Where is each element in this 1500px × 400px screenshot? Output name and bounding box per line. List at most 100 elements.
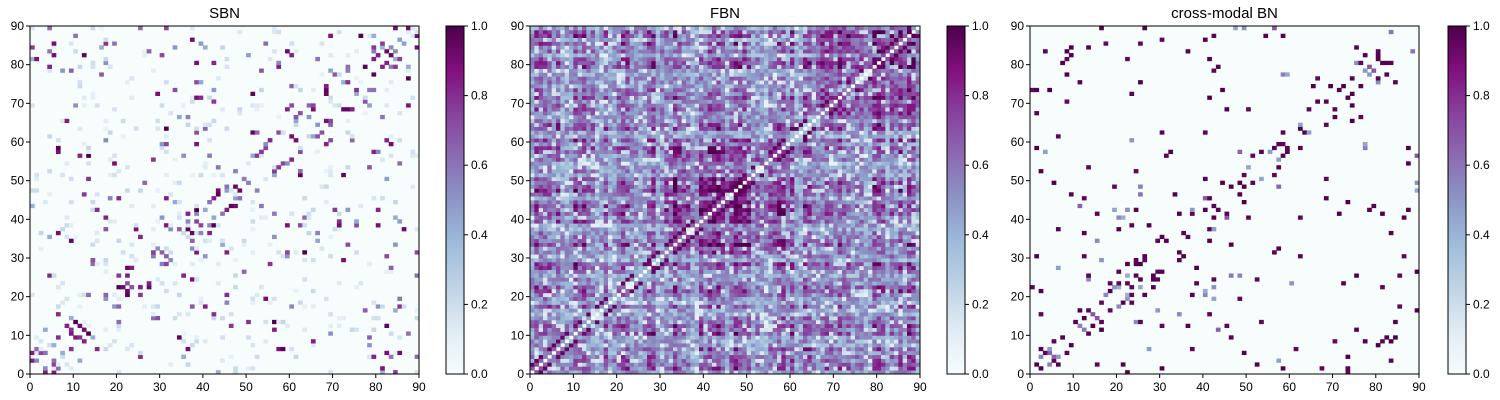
heatmap-cell bbox=[764, 254, 769, 259]
heatmap-cell bbox=[816, 238, 821, 243]
heatmap-cell bbox=[794, 331, 800, 336]
heatmap-cell bbox=[664, 230, 670, 236]
heatmap-cell bbox=[902, 339, 908, 344]
heatmap-cell bbox=[794, 219, 800, 224]
heatmap-cell bbox=[668, 269, 674, 274]
heatmap-cell bbox=[894, 354, 899, 359]
heatmap-cell bbox=[77, 153, 83, 158]
heatmap-cell bbox=[772, 281, 778, 286]
heatmap-cell bbox=[55, 312, 61, 317]
heatmap-cell bbox=[319, 72, 325, 77]
heatmap-cell bbox=[634, 281, 639, 286]
heatmap-cell bbox=[660, 215, 665, 220]
heatmap-cell bbox=[907, 292, 912, 298]
heatmap-cell bbox=[790, 304, 795, 309]
heatmap-cell bbox=[829, 215, 834, 220]
heatmap-cell bbox=[543, 316, 548, 321]
heatmap-cell bbox=[664, 312, 670, 317]
heatmap-cell bbox=[894, 277, 899, 282]
heatmap-cell bbox=[673, 339, 678, 344]
heatmap-cell bbox=[729, 215, 735, 220]
heatmap-cell bbox=[599, 223, 605, 228]
heatmap-cell bbox=[681, 254, 687, 259]
heatmap-cell bbox=[755, 196, 761, 201]
heatmap-cell bbox=[911, 358, 917, 363]
heatmap-cell bbox=[751, 312, 756, 317]
heatmap-cell bbox=[590, 250, 596, 255]
heatmap-cell bbox=[237, 29, 243, 35]
heatmap-cell bbox=[246, 180, 251, 185]
heatmap-cell bbox=[686, 285, 691, 290]
heatmap-cell bbox=[590, 223, 596, 228]
heatmap-cell bbox=[894, 234, 899, 240]
heatmap-cell bbox=[573, 319, 579, 325]
heatmap-cell bbox=[94, 346, 100, 352]
heatmap-cell bbox=[911, 250, 917, 255]
heatmap-cell bbox=[850, 366, 856, 371]
heatmap-cell bbox=[176, 215, 182, 220]
colorbar-tick-label: 1.0 bbox=[471, 19, 488, 33]
heatmap-cell bbox=[833, 215, 839, 220]
heatmap-cell bbox=[530, 350, 535, 356]
heatmap-cell bbox=[647, 277, 652, 282]
heatmap-cell bbox=[690, 312, 696, 317]
heatmap-cell bbox=[712, 265, 717, 270]
heatmap-cell bbox=[599, 196, 605, 201]
heatmap-cell bbox=[824, 254, 830, 259]
heatmap-cell bbox=[820, 242, 826, 247]
heatmap-cell bbox=[885, 350, 891, 356]
heatmap-cell bbox=[807, 227, 813, 232]
heatmap-cell bbox=[189, 230, 195, 236]
heatmap-cell bbox=[720, 343, 726, 348]
heatmap-cell bbox=[824, 343, 830, 348]
heatmap-cell bbox=[820, 370, 826, 375]
heatmap-cell bbox=[616, 339, 622, 344]
heatmap-cell bbox=[777, 281, 782, 286]
heatmap-cell bbox=[764, 203, 769, 209]
heatmap-cell bbox=[668, 308, 674, 313]
heatmap-cell bbox=[573, 292, 579, 298]
heatmap-cell bbox=[729, 223, 735, 228]
heatmap-cell bbox=[397, 219, 403, 224]
heatmap-cell bbox=[159, 53, 165, 58]
heatmap-cell bbox=[655, 219, 661, 224]
heatmap-cell bbox=[647, 234, 652, 240]
heatmap-cell bbox=[686, 339, 691, 344]
heatmap-cell bbox=[859, 196, 865, 201]
heatmap-cell bbox=[746, 331, 752, 336]
heatmap-cell bbox=[729, 323, 735, 328]
heatmap-cell bbox=[543, 219, 548, 224]
heatmap-cell bbox=[573, 238, 579, 243]
heatmap-cell bbox=[556, 335, 561, 340]
heatmap-cell bbox=[556, 265, 561, 270]
heatmap-cell bbox=[595, 273, 600, 278]
heatmap-cell bbox=[94, 261, 100, 267]
heatmap-cell bbox=[703, 304, 709, 309]
heatmap-cell bbox=[764, 277, 769, 282]
heatmap-cell bbox=[772, 288, 778, 294]
heatmap-cell bbox=[112, 107, 117, 112]
heatmap-cell bbox=[560, 227, 566, 232]
heatmap-cell bbox=[151, 304, 156, 309]
heatmap-cell bbox=[569, 358, 574, 363]
heatmap-cell bbox=[125, 265, 130, 270]
heatmap-cell bbox=[911, 343, 917, 348]
heatmap-cell bbox=[655, 273, 661, 278]
heatmap-cell bbox=[621, 258, 626, 263]
heatmap-cell bbox=[785, 227, 791, 232]
heatmap-cell bbox=[824, 246, 830, 251]
heatmap-cell bbox=[573, 323, 579, 328]
heatmap-cell bbox=[777, 207, 782, 212]
heatmap-cell bbox=[668, 200, 674, 205]
heatmap-cell bbox=[107, 157, 113, 162]
heatmap-cell bbox=[690, 331, 696, 336]
heatmap-cell bbox=[811, 273, 817, 278]
heatmap-cell bbox=[116, 327, 122, 332]
heatmap-cell bbox=[850, 246, 856, 251]
heatmap-cell bbox=[764, 227, 769, 232]
heatmap-cell bbox=[764, 207, 769, 212]
heatmap-cell bbox=[881, 285, 886, 290]
heatmap-cell bbox=[868, 219, 873, 224]
heatmap-cell bbox=[911, 285, 917, 290]
heatmap-cell bbox=[863, 219, 869, 224]
